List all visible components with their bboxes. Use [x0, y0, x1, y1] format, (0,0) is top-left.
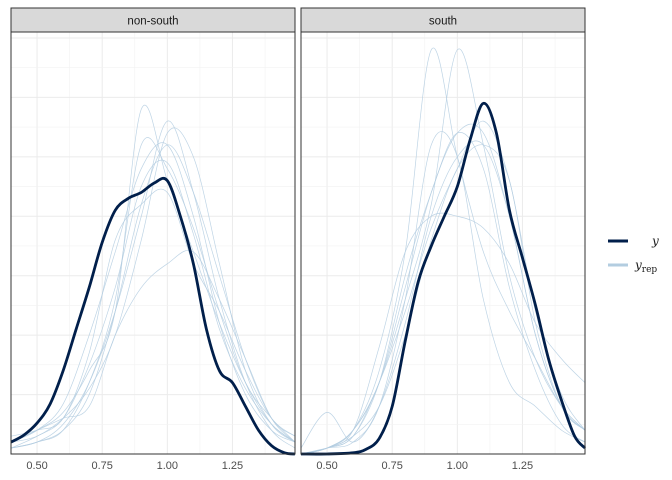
panel-non-south: non-south 0.50 0.75 1.00 1.25: [10, 7, 296, 472]
density-line-yrep: [10, 142, 296, 443]
density-line-yrep: [300, 120, 586, 455]
density-line-yrep: [10, 127, 296, 443]
density-line-yrep: [300, 144, 586, 455]
density-line-yrep: [300, 47, 586, 455]
x-ticks-non-south: 0.50 0.75 1.00 1.25: [26, 460, 243, 472]
density-line-yrep: [10, 105, 296, 443]
panel-border-non-south: [10, 31, 296, 455]
strip-label-non-south: non-south: [127, 16, 178, 28]
density-line-yrep: [300, 48, 586, 455]
legend-label-yrep-sub: rep: [642, 265, 658, 275]
density-line-yrep: [300, 140, 586, 449]
density-line-yrep: [300, 132, 586, 455]
x-tick-label: 1.00: [157, 460, 178, 472]
x-tick-label: 1.00: [447, 460, 468, 472]
density-line-yrep: [300, 131, 586, 455]
legend: y yrep: [608, 234, 659, 275]
x-tick-label: 0.75: [381, 460, 402, 472]
density-line-yrep: [10, 159, 296, 449]
density-line-yrep: [10, 250, 296, 443]
x-ticks-south: 0.50 0.75 1.00 1.25: [316, 460, 533, 472]
density-line-yrep: [300, 123, 586, 455]
legend-label-yrep: yrep: [634, 258, 657, 275]
x-tick-label: 0.75: [91, 460, 112, 472]
legend-label-y: y: [651, 234, 659, 248]
x-tick-label: 0.50: [316, 460, 337, 472]
legend-label-yrep-main: y: [634, 258, 642, 272]
x-tick-label: 0.50: [26, 460, 47, 472]
strip-south: [300, 7, 586, 33]
grid-south: [301, 32, 585, 454]
x-tick-label: 1.25: [222, 460, 243, 472]
panel-south: south 0.50 0.75 1.00 1.25: [300, 7, 587, 472]
series-south: [300, 47, 587, 456]
strip-non-south: [10, 7, 296, 33]
x-tick-label: 1.25: [512, 460, 533, 472]
series-non-south: [10, 105, 296, 456]
density-line-yrep: [10, 144, 296, 449]
strip-label-south: south: [429, 16, 457, 28]
density-line-y: [300, 101, 587, 456]
panel-border-south: [300, 31, 586, 455]
density-line-y: [10, 176, 296, 456]
grid-non-south: [11, 32, 295, 454]
